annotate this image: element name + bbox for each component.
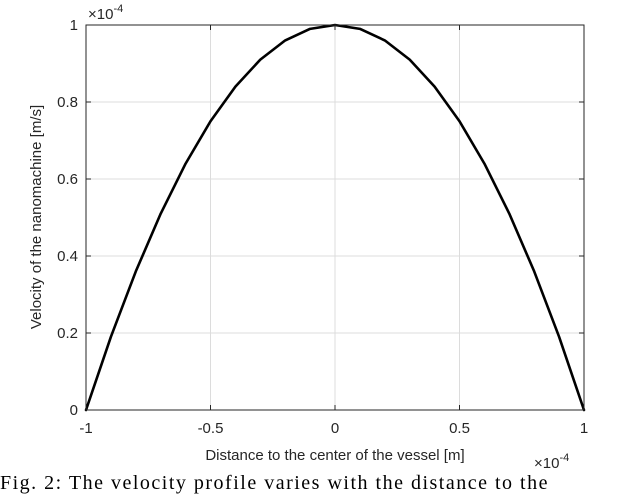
y-tick-label: 1: [70, 17, 78, 34]
x-axis-label: Distance to the center of the vessel [m]: [205, 447, 464, 464]
x-tick-label: -1: [79, 420, 92, 437]
figure-caption: Fig. 2: The velocity profile varies with…: [0, 472, 549, 494]
y-tick-label: 0.4: [57, 248, 78, 265]
y-multiplier-exponent: -4: [113, 3, 123, 15]
y-axis-label: Velocity of the nanomachine [m/s]: [28, 105, 45, 329]
x-tick-label: 1: [580, 420, 588, 437]
y-axis-ticks: 0 0.2 0.4 0.6 0.8 1: [57, 17, 584, 419]
y-axis-multiplier: ×10-4: [88, 3, 123, 23]
x-axis-ticks: -1 -0.5 0 0.5 1: [79, 25, 588, 437]
x-tick-label: 0.5: [449, 420, 470, 437]
y-multiplier-base: ×10: [88, 6, 113, 23]
x-tick-label: 0: [331, 420, 339, 437]
y-tick-label: 0: [70, 402, 78, 419]
x-axis-multiplier: ×10-4: [534, 452, 569, 472]
y-tick-label: 0.8: [57, 94, 78, 111]
y-tick-label: 0.2: [57, 325, 78, 342]
x-multiplier-exponent: -4: [559, 452, 569, 464]
x-multiplier-base: ×10: [534, 455, 559, 472]
y-tick-label: 0.6: [57, 171, 78, 188]
x-tick-label: -0.5: [198, 420, 224, 437]
